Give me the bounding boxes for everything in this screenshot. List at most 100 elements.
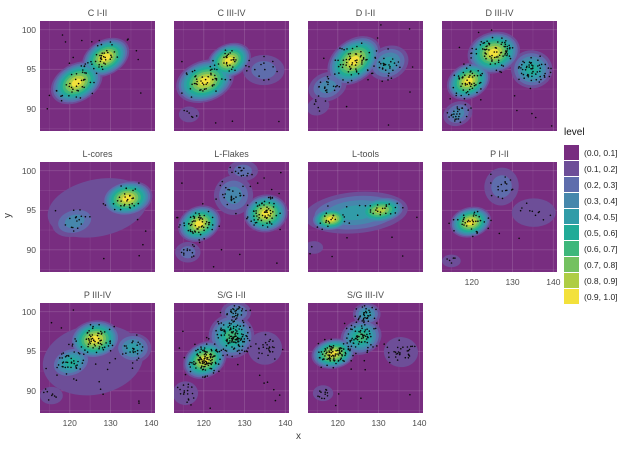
data-point: [269, 215, 271, 217]
legend-entry: (0.4, 0.5]: [564, 209, 637, 224]
data-point: [547, 67, 550, 69]
data-point: [240, 333, 243, 335]
facet-title: C III-IV: [217, 8, 246, 18]
data-point: [50, 321, 53, 324]
data-point: [126, 198, 129, 201]
data-point: [80, 79, 83, 82]
data-point: [347, 53, 350, 55]
data-point: [376, 345, 378, 347]
data-point: [500, 71, 503, 74]
data-point: [323, 397, 326, 400]
data-point: [350, 345, 353, 348]
data-point: [316, 226, 319, 228]
data-point: [126, 39, 129, 41]
data-point: [273, 346, 275, 349]
data-point: [62, 366, 64, 368]
data-point: [466, 90, 469, 93]
data-point: [385, 212, 387, 215]
data-point: [218, 370, 220, 373]
data-point: [410, 345, 412, 348]
legend-swatch: [564, 241, 579, 256]
data-point: [103, 346, 106, 348]
facet-title: L-cores: [82, 149, 113, 159]
data-point: [314, 99, 317, 101]
data-point: [131, 197, 133, 200]
data-point: [186, 393, 189, 395]
data-point: [230, 311, 233, 314]
data-point: [467, 219, 470, 222]
data-point: [181, 92, 183, 94]
data-point: [137, 202, 140, 205]
data-point: [455, 92, 458, 94]
legend: level (0.0, 0.1] (0.1, 0.2] (0.2, 0.3] (0.3…: [564, 127, 637, 305]
data-point: [266, 344, 268, 346]
data-point: [366, 349, 369, 352]
data-point: [530, 79, 533, 82]
density-band-level-2: [308, 97, 330, 116]
data-point: [334, 353, 337, 355]
legend-label: (0.9, 1.0]: [584, 291, 618, 302]
data-point: [233, 197, 235, 200]
data-point: [80, 65, 83, 67]
data-point: [203, 214, 206, 217]
data-point: [201, 82, 204, 84]
data-point: [359, 331, 361, 333]
data-point: [113, 51, 116, 53]
data-point: [231, 50, 233, 52]
data-point: [224, 78, 227, 81]
data-point: [495, 69, 498, 72]
data-point: [266, 211, 268, 213]
data-point: [311, 245, 313, 248]
data-point: [190, 96, 193, 98]
data-point: [239, 194, 241, 197]
data-point: [230, 195, 233, 198]
data-point: [355, 337, 357, 340]
data-point: [262, 346, 265, 348]
data-point: [504, 41, 506, 44]
data-point: [508, 47, 511, 50]
data-point: [71, 91, 73, 93]
density-band-level-2: [312, 385, 334, 402]
data-point: [72, 56, 74, 59]
density-plot-canvas: [308, 303, 423, 413]
data-point: [100, 58, 103, 60]
data-point: [233, 320, 235, 323]
data-point: [464, 103, 467, 106]
data-point: [475, 214, 477, 217]
data-point: [81, 362, 84, 364]
facet-panel: [40, 303, 155, 413]
data-point: [211, 216, 214, 219]
data-point: [537, 211, 540, 214]
data-point: [123, 204, 125, 207]
data-point: [227, 188, 229, 191]
density-band-level-10: [195, 220, 204, 228]
data-point: [91, 63, 93, 65]
legend-label: (0.1, 0.2]: [584, 163, 618, 174]
data-point: [207, 362, 210, 364]
data-point: [364, 205, 367, 207]
data-point: [65, 84, 68, 86]
data-point: [364, 324, 366, 326]
data-point: [219, 329, 222, 331]
data-point: [345, 61, 348, 64]
data-point: [358, 204, 361, 207]
data-point: [370, 344, 372, 346]
data-point: [471, 87, 474, 90]
data-point: [238, 166, 240, 169]
data-point: [518, 65, 520, 68]
data-point: [375, 308, 377, 311]
data-point: [46, 108, 49, 110]
data-point: [317, 95, 320, 97]
y-tick-label: 100: [21, 24, 36, 35]
data-point: [366, 341, 369, 344]
data-point: [229, 78, 232, 81]
data-point: [270, 188, 273, 191]
data-point: [510, 189, 513, 191]
data-point: [329, 360, 331, 362]
data-point: [264, 68, 266, 71]
data-point: [263, 55, 265, 58]
data-point: [93, 67, 95, 70]
data-point: [255, 221, 258, 224]
data-point: [205, 83, 207, 85]
data-point: [205, 363, 207, 366]
